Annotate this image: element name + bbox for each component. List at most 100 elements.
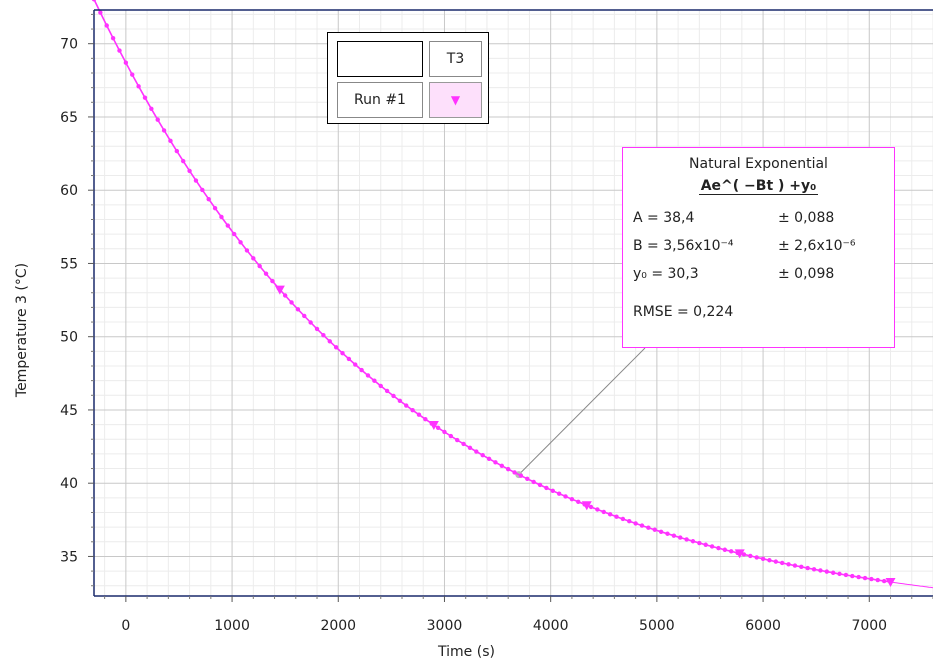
data-point <box>149 106 154 112</box>
data-point <box>391 393 396 399</box>
data-point <box>225 223 231 228</box>
data-point <box>837 571 842 577</box>
data-point <box>658 529 664 534</box>
data-point <box>748 553 753 559</box>
curve-fit-box[interactable]: Natural Exponential Ae^( −Bt ) +y₀ A = 3… <box>622 147 895 348</box>
data-point <box>862 575 868 581</box>
y-tick-label: 40 <box>60 476 78 492</box>
data-point <box>174 148 180 154</box>
data-point <box>117 48 122 53</box>
data-point <box>792 563 798 568</box>
data-point <box>193 178 199 183</box>
data-point <box>716 545 721 551</box>
data-point <box>206 196 211 202</box>
data-point <box>856 574 861 580</box>
data-point <box>91 0 97 2</box>
data-point <box>136 84 141 89</box>
data-marker <box>428 420 439 430</box>
data-point <box>372 378 377 383</box>
legend-swatch <box>337 41 423 77</box>
data-point <box>353 362 358 367</box>
data-point <box>308 320 313 325</box>
data-point <box>257 263 262 269</box>
data-point <box>531 479 536 485</box>
fit-param-b-value: B = 3,56x10⁻⁴ <box>633 238 734 254</box>
data-point <box>805 565 810 571</box>
legend-run-symbol-icon[interactable]: ▼ <box>429 82 482 118</box>
data-point <box>678 535 683 540</box>
legend-run-label[interactable]: Run #1 <box>337 82 423 118</box>
data-point <box>251 256 256 261</box>
data-point <box>544 485 549 491</box>
data-point <box>569 496 575 502</box>
data-point <box>741 552 747 557</box>
data-point <box>760 556 766 562</box>
data-point <box>448 433 454 439</box>
data-point <box>729 549 734 554</box>
data-point <box>404 403 409 408</box>
data-point <box>550 488 555 494</box>
data-point <box>754 555 759 560</box>
data-point <box>480 453 485 458</box>
x-axis-ticks: 0 1000 2000 3000 4000 5000 6000 7000 <box>104 596 933 634</box>
data-point <box>130 72 135 77</box>
data-point <box>773 559 779 564</box>
data-point <box>830 570 836 575</box>
data-point <box>110 35 116 41</box>
data-point <box>314 326 320 332</box>
data-point <box>537 482 543 488</box>
data-point <box>244 248 250 253</box>
data-point <box>168 138 173 144</box>
data-point <box>142 95 148 100</box>
data-point <box>384 388 390 394</box>
data-point <box>238 240 243 245</box>
data-point <box>684 537 689 542</box>
fit-title: Natural Exponential <box>689 156 828 172</box>
data-point <box>486 456 492 462</box>
data-point <box>302 313 307 319</box>
data-point <box>818 568 823 573</box>
data-point <box>98 10 103 15</box>
data-point <box>786 562 791 567</box>
x-tick-label: 2000 <box>320 618 356 634</box>
y-tick-label: 35 <box>60 549 78 565</box>
data-point <box>690 539 696 544</box>
data-point <box>467 445 473 450</box>
y-tick-label: 50 <box>60 330 78 346</box>
data-point <box>346 356 352 362</box>
data-point <box>270 278 275 284</box>
fit-param-y0-error: ± 0,098 <box>778 266 835 282</box>
fit-param-a-error: ± 0,088 <box>778 210 835 226</box>
legend-header-label: T3 <box>429 41 482 77</box>
x-tick-label: 5000 <box>639 618 675 634</box>
y-tick-label: 70 <box>60 37 78 53</box>
data-point <box>493 460 498 465</box>
fit-rmse: RMSE = 0,224 <box>633 304 734 320</box>
series-run-1 <box>91 0 933 589</box>
data-point <box>435 425 441 430</box>
data-point <box>697 540 702 546</box>
data-point <box>614 514 619 519</box>
data-point <box>779 560 785 566</box>
x-tick-label: 7000 <box>851 618 887 634</box>
fit-equation-text: Ae^( −Bt ) +y₀ <box>698 178 819 195</box>
data-point <box>869 576 874 582</box>
data-point <box>627 519 632 524</box>
data-point <box>333 345 339 350</box>
data-point <box>563 494 568 499</box>
x-axis-label: Time (s) <box>438 644 495 660</box>
data-marker <box>581 501 592 511</box>
data-point <box>474 449 479 454</box>
data-point <box>442 429 447 435</box>
y-tick-label: 45 <box>60 403 78 419</box>
data-point <box>359 367 364 373</box>
y-axis-ticks: 35 40 45 50 55 60 65 70 <box>60 13 94 587</box>
data-point <box>722 547 728 552</box>
data-point <box>811 567 817 572</box>
data-marker <box>734 549 745 559</box>
data-point <box>601 509 606 515</box>
data-point <box>703 542 708 547</box>
data-point <box>588 504 594 510</box>
data-point <box>219 214 224 220</box>
data-point <box>365 373 371 378</box>
